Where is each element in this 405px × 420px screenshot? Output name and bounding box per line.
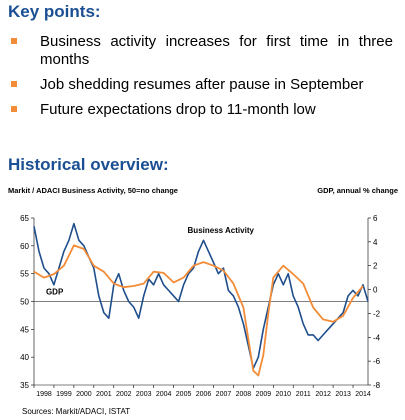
left-tick-label: 35 (20, 381, 29, 390)
right-tick-label: 6 (373, 214, 378, 223)
key-point-item: Future expectations drop to 11-month low (8, 101, 393, 119)
gdp-label: GDP (46, 287, 64, 296)
right-tick-label: 0 (373, 286, 378, 295)
key-points-list: Business activity increases for first ti… (8, 33, 393, 126)
left-tick-label: 45 (20, 325, 29, 334)
bullet-square-icon (11, 38, 17, 44)
right-tick-label: -6 (373, 357, 381, 366)
key-point-item: Business activity increases for first ti… (8, 33, 393, 69)
right-tick-label: -8 (373, 381, 381, 390)
key-points-title: Key points: (8, 2, 101, 21)
key-point-text: Future expectations drop to 11-month low (40, 101, 316, 118)
chart-frame (33, 218, 369, 386)
key-point-item: Job shedding resumes after pause in Sept… (8, 76, 393, 94)
x-tick-label: 1998 (36, 391, 52, 398)
right-tick-label: 4 (373, 238, 378, 247)
key-point-text: Job shedding resumes after pause in Sept… (40, 76, 364, 93)
right-tick-label: 2 (373, 262, 378, 271)
x-tick-label: 2007 (216, 391, 232, 398)
x-tick-label: 2012 (315, 391, 331, 398)
key-point-text: Business activity increases for first ti… (40, 33, 393, 68)
right-tick-label: -2 (373, 309, 381, 318)
business-activity-gdp-chart: Markit / ADACI Business Activity, 50=no … (8, 186, 398, 416)
x-tick-label: 2014 (355, 391, 371, 398)
x-tick-label: 2004 (156, 391, 172, 398)
business-activity-line (33, 222, 369, 370)
left-tick-label: 55 (20, 270, 29, 279)
right-axis-ticks: -8 -6 -4 -2 0 2 4 6 (368, 214, 381, 390)
historical-overview-title: Historical overview: (8, 155, 169, 174)
x-tick-label: 2005 (176, 391, 192, 398)
x-tick-label: 2003 (136, 391, 152, 398)
bullet-square-icon (11, 81, 17, 87)
right-tick-label: -4 (373, 333, 381, 342)
x-tick-label: 2013 (335, 391, 351, 398)
left-axis-ticks: 35 40 45 50 55 60 65 (20, 214, 34, 390)
x-axis-ticks: 1998 1999 2000 2001 2002 2003 2004 2005 2006 2007… (33, 385, 371, 398)
x-tick-label: 2002 (116, 391, 132, 398)
series-layer (33, 222, 369, 377)
source-note: Sources: Markit/ADACI, ISTAT (22, 407, 130, 416)
bullet-square-icon (11, 106, 17, 112)
x-tick-label: 2009 (256, 391, 272, 398)
left-tick-label: 60 (20, 242, 29, 251)
left-tick-label: 40 (20, 353, 29, 362)
left-tick-label: 50 (20, 298, 29, 307)
x-tick-label: 1999 (56, 391, 72, 398)
right-axis-caption: GDP, annual % change (317, 186, 398, 195)
x-tick-label: 2010 (275, 391, 291, 398)
left-tick-label: 65 (20, 214, 29, 223)
business-activity-label: Business Activity (188, 226, 255, 235)
x-tick-label: 2000 (76, 391, 92, 398)
left-axis-caption: Markit / ADACI Business Activity, 50=no … (8, 186, 178, 195)
x-tick-label: 2006 (196, 391, 212, 398)
x-tick-label: 2008 (236, 391, 252, 398)
gdp-line (33, 244, 364, 377)
x-tick-label: 2011 (296, 391, 311, 398)
x-tick-label: 2001 (96, 391, 112, 398)
